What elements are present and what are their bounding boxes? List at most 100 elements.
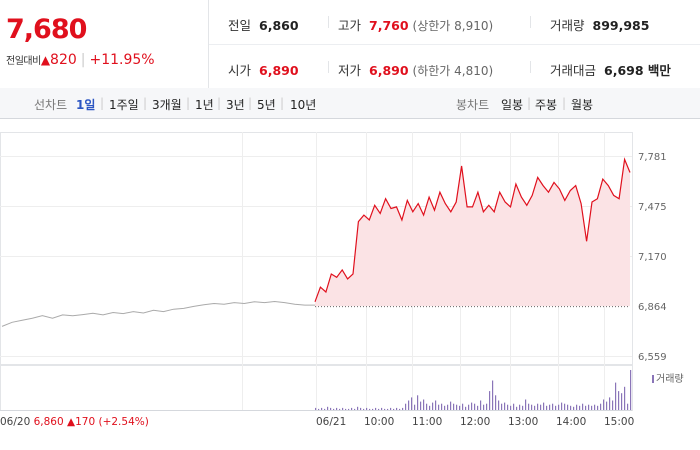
volume-bar	[600, 403, 602, 410]
volume-bar	[537, 403, 539, 410]
volume-bar	[477, 405, 479, 410]
volume-bar	[315, 407, 317, 410]
volume-bar	[318, 408, 320, 410]
volume-legend-swatch	[652, 375, 654, 383]
tab-10y[interactable]: 10년	[290, 98, 317, 112]
volume-bar	[357, 406, 359, 410]
tab-monthly[interactable]: 월봉	[571, 98, 594, 112]
volume-bar	[519, 404, 521, 410]
volume-bar	[522, 405, 524, 410]
tab-1d[interactable]: 1일	[76, 98, 96, 112]
y-tick-label: 7,475	[638, 202, 667, 213]
volume-bar	[321, 407, 323, 410]
volume-bar	[624, 386, 626, 410]
x-tick-label: 10:00	[364, 416, 394, 428]
volume-bar	[495, 395, 497, 410]
volume-bar	[612, 400, 614, 410]
volume-bar	[426, 403, 428, 410]
x-tick-label: 11:00	[412, 416, 442, 428]
volume-bar	[435, 400, 437, 410]
stat-high: 고가 7,760 (상한가 8,910)	[338, 18, 494, 33]
volume-bar	[351, 407, 353, 410]
volume-bar	[390, 407, 392, 410]
volume-bar	[615, 382, 617, 410]
x-tick-label: 06/21	[316, 416, 346, 428]
price-box: 7,680 전일대비▲820 | +11.95%	[0, 0, 209, 88]
volume-bar	[447, 404, 449, 410]
volume-bar	[603, 399, 605, 410]
volume-bar	[396, 407, 398, 410]
volume-bar	[576, 404, 578, 410]
volume-bar	[483, 404, 485, 410]
volume-bar	[561, 402, 563, 410]
price-chart: 7,781 7,475 7,170 6,864 6,559 거래량 06/21 10:00 11…	[0, 132, 684, 428]
volume-bar	[456, 404, 458, 410]
stat-trade-value: 거래대금 6,698 백만	[550, 63, 671, 78]
today-series	[314, 157, 631, 303]
volume-bar	[528, 403, 530, 410]
volume-bar	[504, 402, 506, 410]
volume-bar	[459, 405, 461, 410]
volume-bar	[324, 408, 326, 410]
tab-weekly[interactable]: 주봉	[535, 98, 558, 112]
volume-bar	[582, 403, 584, 410]
y-tick-label: 7,781	[638, 152, 667, 163]
volume-bar	[468, 404, 470, 410]
volume-bar	[462, 403, 464, 410]
volume-bar	[573, 406, 575, 410]
volume-bar	[510, 405, 512, 410]
volume-bar	[441, 403, 443, 410]
tab-1y[interactable]: 1년	[195, 98, 214, 112]
volume-bar	[558, 404, 560, 410]
stat-low: 저가 6,890 (하한가 4,810)	[338, 63, 494, 78]
volume-bar	[420, 401, 422, 410]
volume-bar	[375, 407, 377, 410]
volume-bar	[513, 403, 515, 410]
volume-bar	[345, 408, 347, 410]
x-tick-label: 15:00	[604, 416, 634, 428]
volume-bar	[474, 403, 476, 410]
volume-bar	[627, 403, 629, 410]
volume-bar	[423, 399, 425, 410]
line-chart-label: 선차트	[34, 98, 68, 112]
volume-bar	[597, 405, 599, 410]
quote-header: 7,680 전일대비▲820 | +11.95% 전일 6,860 고가 7,760 (…	[0, 0, 700, 89]
volume-bar	[585, 405, 587, 410]
volume-bar	[564, 403, 566, 410]
volume-bar	[465, 406, 467, 410]
volume-bar	[552, 403, 554, 410]
up-arrow-icon: ▲	[40, 53, 51, 67]
stat-volume: 거래량 899,985	[550, 18, 650, 33]
tab-daily[interactable]: 일봉	[501, 98, 524, 112]
volume-bar	[525, 399, 527, 410]
volume-bar	[369, 408, 371, 410]
volume-bar	[417, 395, 419, 410]
x-tick-label: 13:00	[508, 416, 538, 428]
prev-day-summary: 06/20 6,860 ▲170 (+2.54%)	[0, 416, 149, 428]
volume-bar	[327, 406, 329, 410]
tab-5y[interactable]: 5년	[257, 98, 276, 112]
volume-bar	[429, 405, 431, 410]
volume-bar	[342, 407, 344, 410]
volume-bar	[399, 408, 401, 410]
volume-bar	[414, 404, 416, 410]
volume-bar	[393, 408, 395, 410]
volume-bar	[330, 407, 332, 410]
volume-bar	[348, 408, 350, 410]
volume-bar	[591, 405, 593, 410]
tab-3m[interactable]: 3개월	[152, 98, 182, 112]
volume-bar	[408, 400, 410, 410]
volume-bar	[354, 408, 356, 410]
volume-bar	[444, 405, 446, 410]
change-label: 전일대비	[6, 56, 41, 67]
volume-bar	[609, 397, 611, 410]
volume-bar	[498, 400, 500, 410]
volume-bar	[570, 405, 572, 410]
tab-3y[interactable]: 3년	[226, 98, 245, 112]
volume-bar	[411, 397, 413, 410]
tab-1w[interactable]: 1주일	[109, 98, 139, 112]
volume-bar	[588, 404, 590, 410]
volume-legend-label: 거래량	[656, 373, 684, 385]
volume-bar	[363, 408, 365, 410]
volume-bar	[471, 402, 473, 410]
